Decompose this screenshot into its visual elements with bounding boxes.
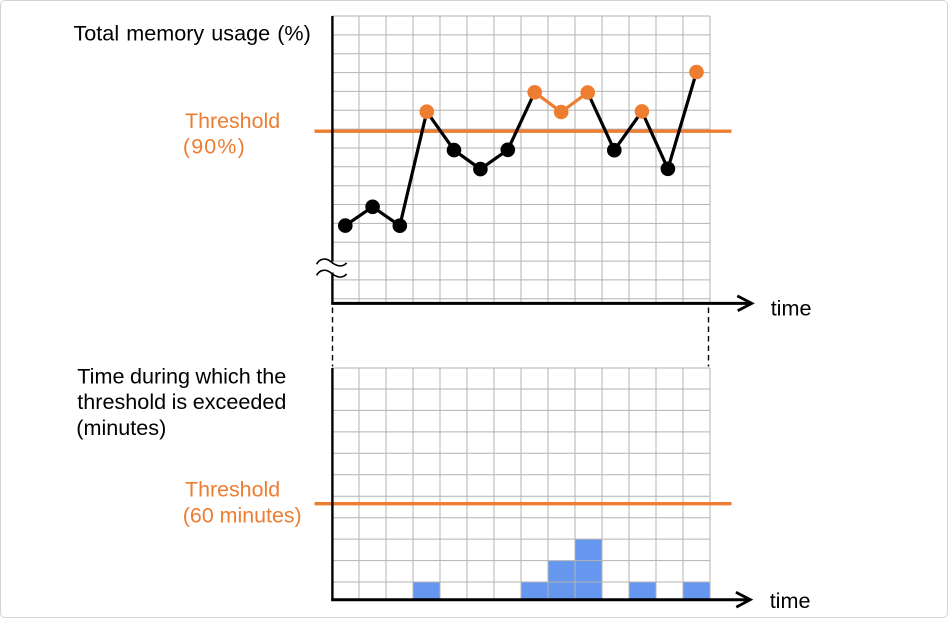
svg-text:(minutes): (minutes): [76, 415, 166, 440]
svg-text:time: time: [770, 588, 811, 613]
svg-text:Total memory usage (%): Total memory usage (%): [74, 21, 311, 46]
svg-text:time: time: [771, 295, 812, 320]
svg-text:threshold is exceeded: threshold is exceeded: [77, 389, 286, 414]
svg-text:Threshold: Threshold: [185, 109, 280, 133]
svg-text:(90%): (90%): [183, 134, 246, 158]
svg-text:Time during which the: Time during which the: [77, 364, 286, 389]
svg-text:(60 minutes): (60 minutes): [183, 504, 302, 528]
svg-text:Threshold: Threshold: [185, 478, 280, 502]
